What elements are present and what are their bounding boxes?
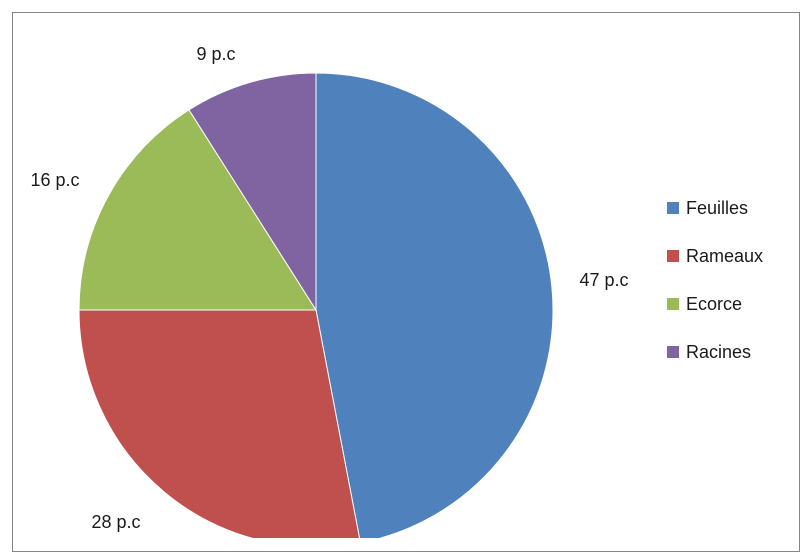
- pie-slice-ecorce: [78, 109, 317, 311]
- legend-label-rameaux: Rameaux: [686, 246, 763, 266]
- legend-swatch-racines: [667, 346, 679, 358]
- pie-slice-racines: [188, 72, 317, 312]
- data-label-racines: 9 p.c: [196, 44, 235, 64]
- legend-label-ecorce: Ecorce: [686, 294, 742, 314]
- legend-label-racines: Racines: [686, 342, 751, 362]
- pie-slice-rameaux: [78, 309, 361, 538]
- data-label-rameaux: 28 p.c: [91, 512, 140, 532]
- pie-slices: [78, 72, 554, 538]
- legend-swatch-feuilles: [667, 202, 679, 214]
- legend-swatch-rameaux: [667, 250, 679, 262]
- data-label-ecorce: 16 p.c: [30, 170, 79, 190]
- legend-swatch-ecorce: [667, 298, 679, 310]
- data-label-feuilles: 47 p.c: [579, 270, 628, 290]
- data-labels: 47 p.c 28 p.c 16 p.c 9 p.c: [30, 44, 628, 532]
- pie-slice-feuilles: [315, 72, 554, 538]
- legend-label-feuilles: Feuilles: [686, 198, 748, 218]
- pie-chart: 47 p.c 28 p.c 16 p.c 9 p.c Feuilles Rameaux E…: [30, 44, 763, 538]
- legend: Feuilles Rameaux Ecorce Racines: [667, 198, 763, 362]
